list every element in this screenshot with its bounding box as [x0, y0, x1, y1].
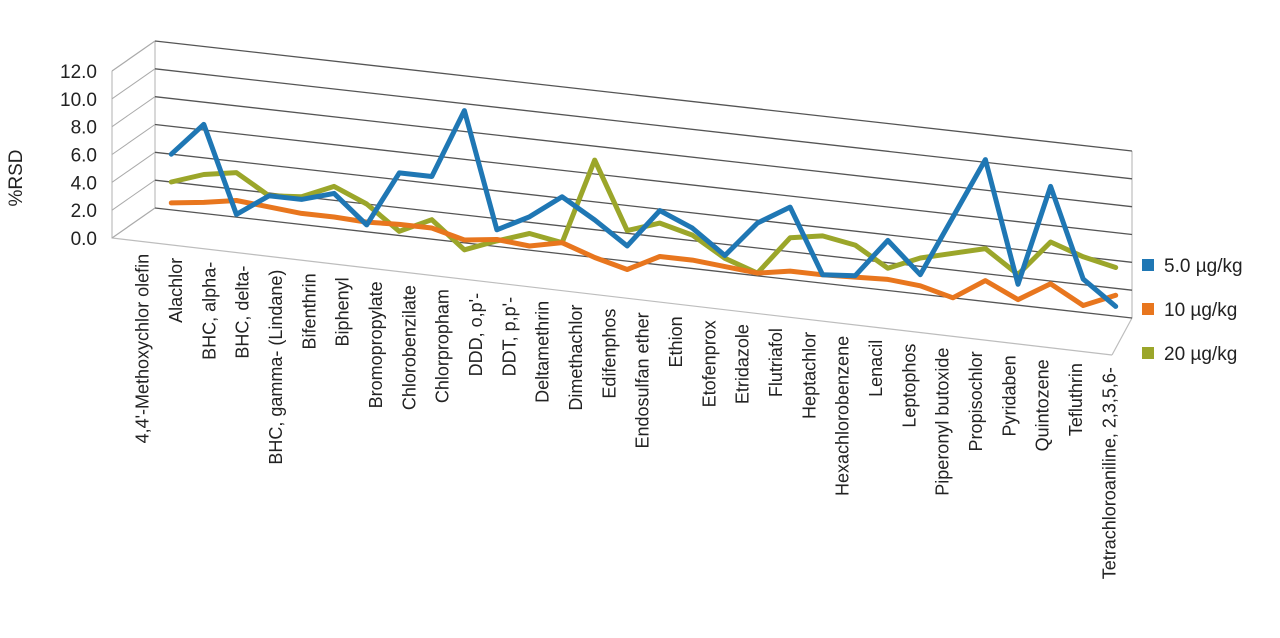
x-tick-label: Ethion: [666, 316, 686, 367]
x-tick-label: Endosulfan ether: [633, 312, 653, 448]
legend-swatch: [1142, 347, 1154, 359]
gridline: [154, 123, 1133, 236]
gridline-side: [111, 207, 156, 239]
x-tick-label: BHC, alpha-: [199, 262, 219, 360]
y-tick-label: 4.0: [71, 173, 97, 194]
x-tick-label: BHC, delta-: [233, 266, 253, 359]
gridline: [154, 151, 1133, 263]
legend-label: 10 µg/kg: [1164, 300, 1237, 321]
gridline-side: [111, 124, 156, 155]
series-line-1: [168, 108, 1119, 309]
y-tick-label: 8.0: [71, 118, 97, 139]
y-axis-ticks: 0.0 2.0 4.0 6.0 8.0 10.0 12.0: [60, 62, 97, 250]
y-tick-label: 0.0: [71, 229, 97, 250]
gridline: [154, 40, 1133, 152]
y-tick-label: 6.0: [71, 146, 97, 167]
x-tick-label: Lenacil: [866, 340, 886, 397]
x-tick-label: Deltamethrin: [533, 301, 553, 403]
x-tick-label: 4,4'-Methoxychlor olefin: [133, 254, 153, 444]
x-tick-label: Tefluthrin: [1066, 363, 1086, 436]
x-tick-label: Leptophos: [899, 344, 919, 428]
x-tick-label: Etofenprox: [699, 320, 719, 407]
x-tick-label: Chlorpropham: [433, 289, 453, 403]
gridline: [154, 68, 1133, 180]
x-tick-label: BHC, gamma- (Lindane): [266, 270, 286, 465]
legend-label: 20 µg/kg: [1164, 344, 1237, 365]
legend-swatch: [1142, 303, 1154, 315]
gridline-side: [111, 68, 156, 100]
legend-label: 5.0 µg/kg: [1164, 256, 1243, 277]
x-tick-label: Flutriafol: [766, 328, 786, 397]
gridline-side: [111, 96, 156, 128]
y-tick-label: 12.0: [60, 62, 97, 83]
x-tick-label: Bifenthrin: [299, 273, 319, 349]
x-tick-label: DDD, o,p'-: [466, 293, 486, 376]
y-axis-title: %RSD: [6, 149, 27, 206]
y-tick-label: 2.0: [71, 201, 97, 222]
x-tick-label: Hexachlorobenzene: [833, 336, 853, 496]
grid-lines: [111, 40, 1133, 319]
x-tick-label: Chlorobenzilate: [399, 285, 419, 410]
legend-swatch: [1142, 259, 1154, 271]
x-tick-label: DDT, p,p'-: [499, 297, 519, 376]
gridline: [154, 96, 1133, 208]
legend: 5.0 µg/kg 10 µg/kg 20 µg/kg: [1142, 256, 1243, 365]
x-tick-label: Pyridaben: [999, 355, 1019, 436]
gridline-side: [111, 179, 156, 211]
x-tick-label: Bromopropylate: [366, 281, 386, 408]
x-tick-label: Piperonyl butoxide: [933, 348, 953, 496]
series-lines: [168, 108, 1119, 309]
x-tick-label: Edifenphos: [599, 309, 619, 399]
y-tick-label: 10.0: [60, 90, 97, 111]
floor-right-edge: [1111, 317, 1133, 356]
x-tick-label: Biphenyl: [333, 277, 353, 346]
x-tick-label: Heptachlor: [799, 332, 819, 419]
x-tick-label: Propisochlor: [966, 351, 986, 451]
series-line-2: [168, 198, 1119, 308]
x-tick-label: Alachlor: [166, 258, 186, 323]
gridline-side: [111, 40, 156, 72]
x-tick-label: Dimethachlor: [566, 305, 586, 411]
x-tick-label: Quintozene: [1033, 359, 1053, 451]
x-axis-ticks: 4,4'-Methoxychlor olefin Alachlor BHC, alp…: [133, 254, 1120, 579]
gridline-side: [111, 151, 156, 183]
x-tick-label: Etridazole: [733, 324, 753, 404]
x-tick-label: Tetrachloroaniline, 2,3,5,6-: [1099, 367, 1119, 579]
